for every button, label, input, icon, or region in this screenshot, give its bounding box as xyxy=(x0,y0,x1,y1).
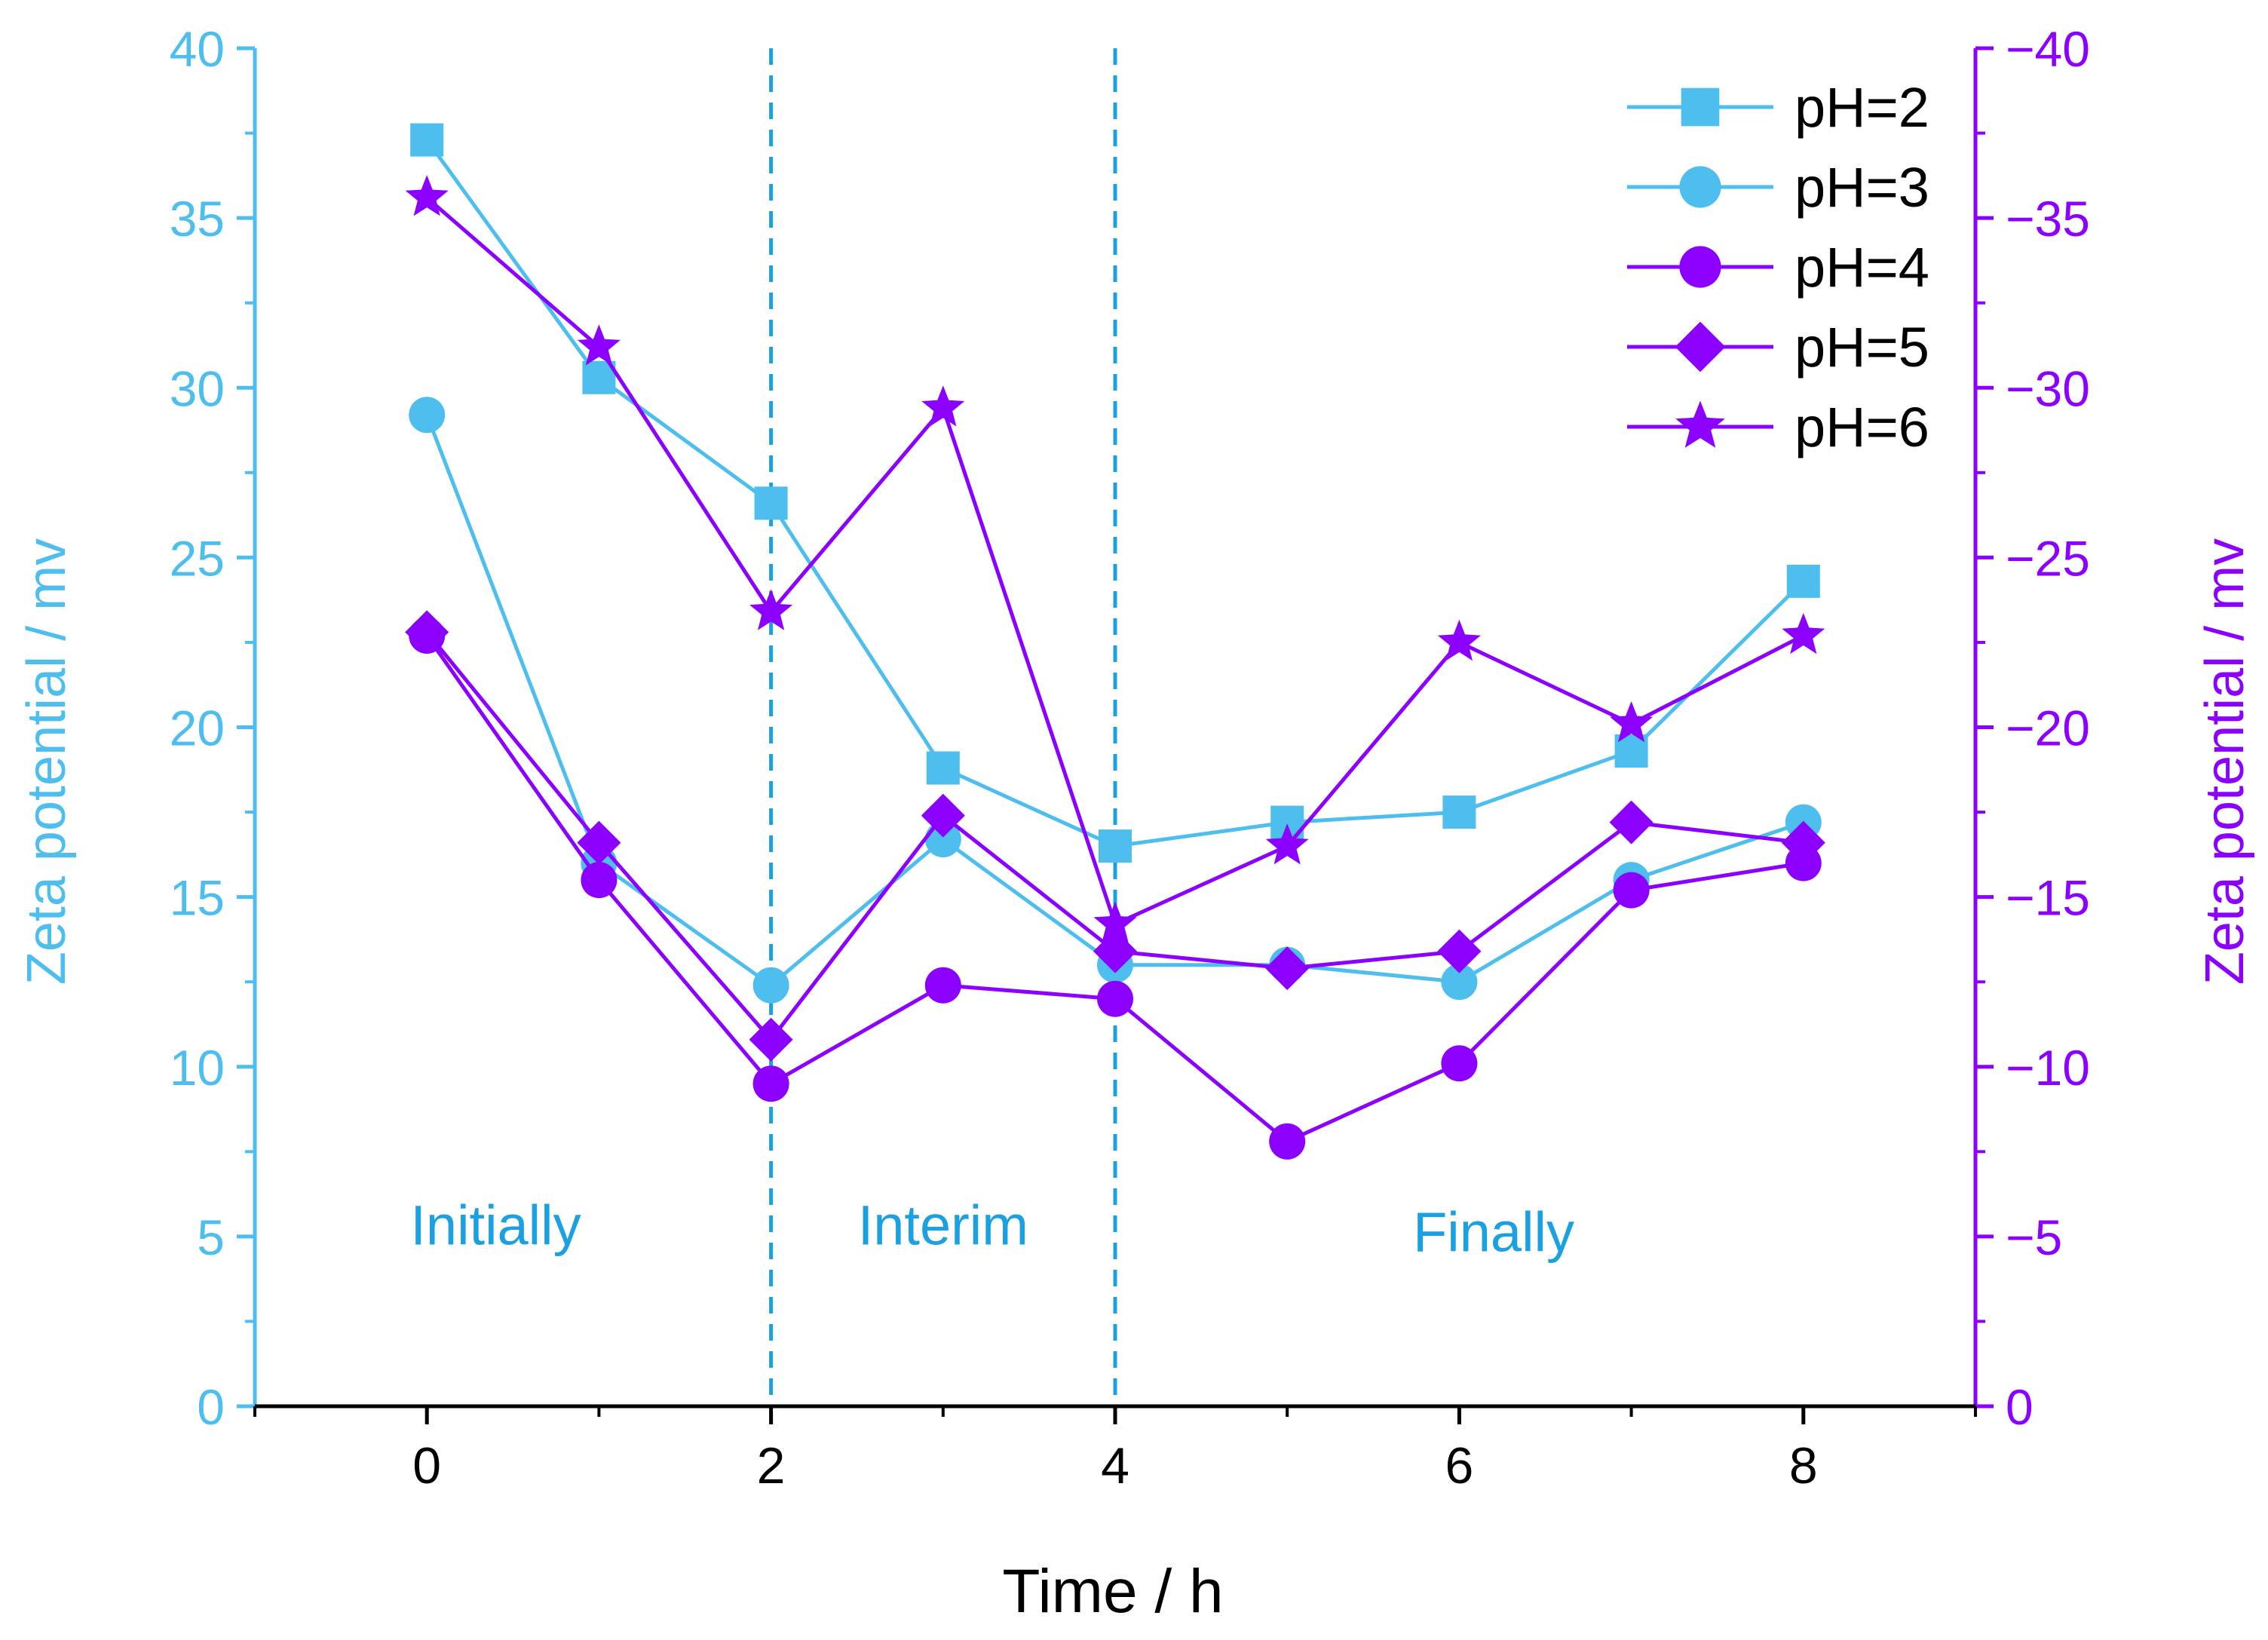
data-point xyxy=(1442,795,1476,829)
x-tick-label: 8 xyxy=(1789,1437,1818,1494)
x-axis-label: Time / h xyxy=(1002,1557,1223,1626)
legend-marker xyxy=(1679,246,1721,288)
x-tick-label: 2 xyxy=(757,1437,786,1494)
right-y-tick-label: −30 xyxy=(2006,360,2090,416)
data-point xyxy=(1782,612,1825,654)
x-tick-label: 4 xyxy=(1101,1437,1129,1494)
data-point xyxy=(1441,964,1478,1001)
legend-marker xyxy=(1675,321,1726,372)
legend-item: pH=6 xyxy=(1627,396,1929,458)
data-point xyxy=(749,1017,793,1062)
axes: 05101520253035400−5−10−15−20−25−30−35−40… xyxy=(170,21,2090,1494)
left-y-tick-label: 5 xyxy=(197,1209,225,1265)
data-point xyxy=(924,967,961,1004)
data-point xyxy=(749,589,793,630)
x-tick-label: 0 xyxy=(412,1437,441,1494)
data-point xyxy=(1610,701,1653,743)
legend-label: pH=4 xyxy=(1794,236,1929,299)
legend-item: pH=4 xyxy=(1627,236,1929,299)
data-point xyxy=(1265,823,1309,865)
right-y-tick-label: −25 xyxy=(2006,530,2090,586)
left-y-tick-label: 25 xyxy=(170,530,225,586)
data-point xyxy=(577,820,621,865)
data-point xyxy=(752,1065,789,1102)
legend-item: pH=3 xyxy=(1627,156,1929,219)
data-point xyxy=(754,486,788,520)
right-y-tick-label: −20 xyxy=(2006,700,2090,756)
data-point xyxy=(921,793,965,838)
left-y-tick-label: 35 xyxy=(170,191,225,247)
left-y-tick-label: 15 xyxy=(170,870,225,926)
legend-label: pH=2 xyxy=(1794,76,1929,139)
left-y-axis-label: Zeta potential / mv xyxy=(17,538,77,985)
right-y-tick-label: −5 xyxy=(2006,1209,2062,1265)
x-tick-label: 6 xyxy=(1445,1437,1473,1494)
legend-item: pH=2 xyxy=(1627,76,1929,139)
legend: pH=2 pH=3 pH=4 pH=5 pH=6 xyxy=(1627,76,1929,458)
region-labels: Initially Interim Finally xyxy=(410,1194,1574,1263)
legend-label: pH=3 xyxy=(1794,156,1929,219)
data-point xyxy=(1786,564,1820,598)
left-y-tick-label: 30 xyxy=(170,360,225,416)
legend-marker xyxy=(1679,166,1721,208)
data-point xyxy=(1099,829,1132,863)
data-point xyxy=(1269,1123,1306,1160)
data-point xyxy=(926,751,960,785)
region-label: Initially xyxy=(410,1194,581,1256)
legend-marker xyxy=(1675,400,1725,448)
data-point xyxy=(409,397,446,434)
region-label: Finally xyxy=(1413,1200,1574,1263)
legend-label: pH=5 xyxy=(1794,316,1929,379)
left-y-tick-label: 40 xyxy=(170,21,225,77)
data-point xyxy=(1265,946,1310,991)
right-y-tick-label: −10 xyxy=(2006,1040,2090,1096)
series-layer xyxy=(405,123,1825,1160)
data-point xyxy=(1097,980,1133,1017)
data-point xyxy=(752,967,789,1004)
data-point xyxy=(921,385,965,427)
data-point xyxy=(1609,800,1653,845)
data-point xyxy=(1437,619,1481,661)
data-point xyxy=(581,862,618,899)
right-y-tick-label: −35 xyxy=(2006,191,2090,247)
right-y-axis-label: Zeta potential / mv xyxy=(2195,538,2255,985)
data-point xyxy=(577,324,621,366)
data-point xyxy=(1437,929,1482,973)
left-y-tick-label: 20 xyxy=(170,700,225,756)
legend-marker xyxy=(1681,87,1720,127)
right-y-tick-label: 0 xyxy=(2006,1379,2034,1435)
left-y-tick-label: 0 xyxy=(197,1379,225,1435)
data-point xyxy=(1093,901,1137,943)
data-point xyxy=(405,175,449,216)
right-y-tick-label: −40 xyxy=(2006,21,2090,77)
data-point xyxy=(1441,1045,1478,1082)
data-point xyxy=(410,123,444,157)
region-label: Interim xyxy=(858,1194,1028,1256)
phase-dividers xyxy=(769,48,1117,1406)
data-point xyxy=(405,610,449,654)
left-y-tick-label: 10 xyxy=(170,1040,225,1096)
legend-label: pH=6 xyxy=(1794,396,1929,458)
legend-item: pH=5 xyxy=(1627,316,1929,379)
series-pH-4 xyxy=(409,617,1822,1160)
series-pH-6 xyxy=(405,175,1825,943)
data-point xyxy=(1613,872,1650,909)
right-y-tick-label: −15 xyxy=(2006,870,2090,926)
data-point xyxy=(1781,820,1825,865)
